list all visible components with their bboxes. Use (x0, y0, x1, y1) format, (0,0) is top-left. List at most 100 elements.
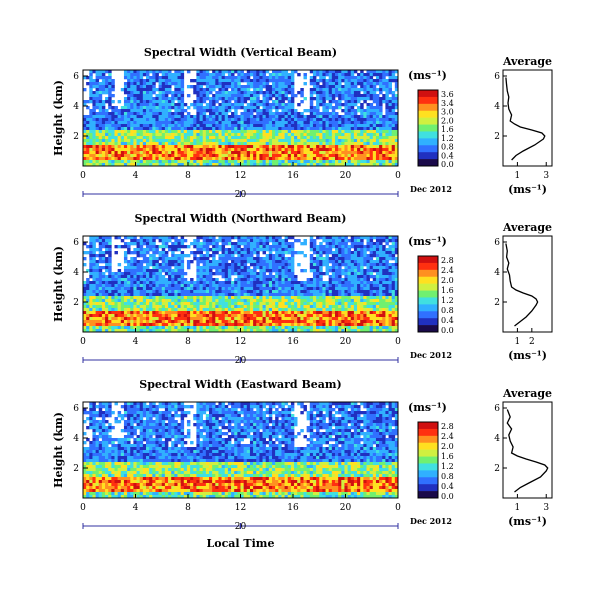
heatmap-cell (329, 154, 332, 157)
heatmap-cell (184, 157, 187, 160)
heatmap-cell (263, 91, 266, 94)
heatmap-cell (143, 100, 146, 103)
heatmap-cell (222, 73, 225, 76)
heatmap-cell (278, 239, 281, 242)
heatmap-cell (392, 157, 395, 160)
heatmap-cell (367, 284, 370, 287)
heatmap-cell (344, 115, 347, 118)
heatmap-cell (376, 160, 379, 163)
heatmap-cell (329, 157, 332, 160)
heatmap-cell (159, 76, 162, 79)
heatmap-cell (389, 239, 392, 242)
heatmap-cell (310, 284, 313, 287)
heatmap-cell (266, 145, 269, 148)
heatmap-cell (313, 124, 316, 127)
heatmap-cell (184, 278, 187, 281)
heatmap-cell (196, 133, 199, 136)
heatmap-cell (190, 296, 193, 299)
heatmap-cell (250, 284, 253, 287)
heatmap-cell (344, 94, 347, 97)
heatmap-cell (200, 245, 203, 248)
heatmap-cell (102, 275, 105, 278)
heatmap-cell (218, 269, 221, 272)
heatmap-cell (237, 130, 240, 133)
heatmap-cell (118, 287, 121, 290)
heatmap-cell (319, 76, 322, 79)
heatmap-cell (326, 82, 329, 85)
heatmap-cell (196, 248, 199, 251)
heatmap-cell (278, 88, 281, 91)
heatmap-cell (149, 112, 152, 115)
heatmap-cell (124, 112, 127, 115)
heatmap-cell (281, 296, 284, 299)
heatmap-cell (367, 160, 370, 163)
heatmap-cell (181, 88, 184, 91)
heatmap-cell (297, 160, 300, 163)
heatmap-cell (133, 112, 136, 115)
heatmap-cell (149, 124, 152, 127)
heatmap-cell (351, 148, 354, 151)
heatmap-cell (234, 127, 237, 130)
heatmap-cell (307, 139, 310, 142)
heatmap-cell (367, 97, 370, 100)
colorbar-tick-label: 3.0 (441, 108, 454, 117)
heatmap-cell (209, 79, 212, 82)
heatmap-cell (278, 263, 281, 266)
heatmap-cell (285, 154, 288, 157)
heatmap-cell (196, 103, 199, 106)
heatmap-cell (111, 157, 114, 160)
heatmap-cell (146, 79, 149, 82)
heatmap-cell (190, 151, 193, 154)
heatmap-cell (335, 106, 338, 109)
heatmap-cell (376, 136, 379, 139)
heatmap-cell (187, 296, 190, 299)
heatmap-cell (244, 85, 247, 88)
heatmap-cell (335, 293, 338, 296)
heatmap-cell (130, 97, 133, 100)
heatmap-cell (162, 299, 165, 302)
heatmap-cell (130, 260, 133, 263)
heatmap-cell (89, 94, 92, 97)
heatmap-cell (231, 242, 234, 245)
heatmap-cell (206, 302, 209, 305)
heatmap-cell (171, 269, 174, 272)
heatmap-cell (263, 239, 266, 242)
heatmap-cell (281, 290, 284, 293)
heatmap-cell (212, 290, 215, 293)
heatmap-cell (130, 278, 133, 281)
heatmap-cell (259, 160, 262, 163)
heatmap-cell (272, 296, 275, 299)
heatmap-cell (231, 263, 234, 266)
y-tick-label: 6 (73, 72, 79, 82)
heatmap-cell (256, 272, 259, 275)
heatmap-cell (360, 103, 363, 106)
heatmap-cell (307, 142, 310, 145)
heatmap-cell (351, 145, 354, 148)
heatmap-cell (247, 109, 250, 112)
heatmap-cell (332, 151, 335, 154)
panel-title: Spectral Width (Northward Beam) (135, 212, 347, 225)
heatmap-cell (275, 106, 278, 109)
heatmap-cell (193, 124, 196, 127)
heatmap-cell (256, 260, 259, 263)
heatmap-cell (218, 121, 221, 124)
heatmap-cell (102, 302, 105, 305)
heatmap-cell (259, 103, 262, 106)
heatmap-cell (228, 160, 231, 163)
heatmap-cell (234, 100, 237, 103)
heatmap-cell (344, 136, 347, 139)
heatmap-cell (329, 118, 332, 121)
heatmap-cell (102, 251, 105, 254)
heatmap-cell (382, 82, 385, 85)
heatmap-cell (250, 133, 253, 136)
heatmap-cell (244, 142, 247, 145)
heatmap-cell (269, 91, 272, 94)
heatmap-cell (253, 82, 256, 85)
heatmap-cell (184, 299, 187, 302)
heatmap-cell (168, 130, 171, 133)
heatmap-cell (335, 251, 338, 254)
heatmap-cell (218, 103, 221, 106)
heatmap-cell (322, 73, 325, 76)
heatmap-cell (319, 275, 322, 278)
heatmap-cell (155, 115, 158, 118)
